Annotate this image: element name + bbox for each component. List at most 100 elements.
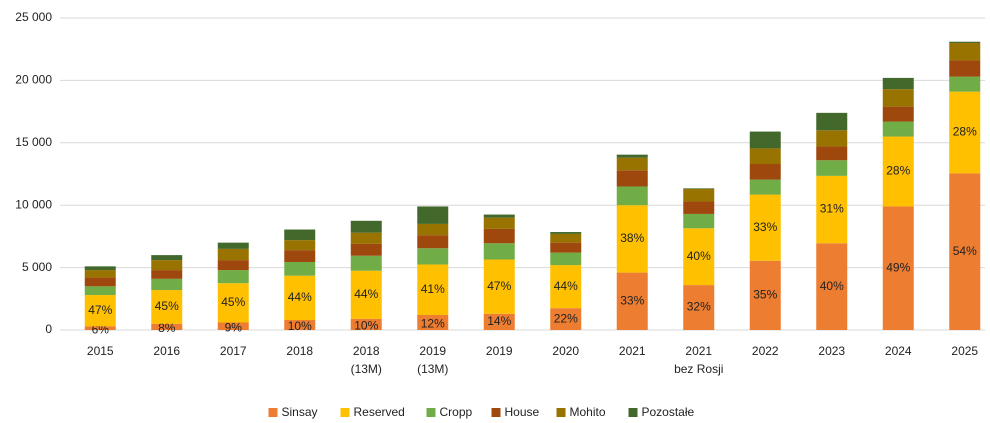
bar-segment — [84, 326, 116, 330]
x-tick-label: 2016 — [153, 344, 180, 358]
legend-swatch — [268, 408, 278, 417]
bar-segment — [284, 250, 316, 262]
y-tick-label: 0 — [45, 322, 52, 336]
x-tick-label: 2021 — [619, 344, 646, 358]
bar-segment — [151, 278, 183, 291]
share-label: 28% — [886, 164, 910, 178]
bar-segment — [816, 146, 848, 161]
bar-segment — [616, 205, 648, 273]
bar-segment — [616, 170, 648, 187]
x-tick-label: 2021 bez Rosji — [674, 344, 723, 376]
share-label: 38% — [620, 231, 644, 245]
bar-segment — [350, 318, 382, 330]
share-label: 14% — [487, 314, 511, 328]
bar-segment — [882, 121, 914, 137]
legend-swatch — [628, 408, 638, 417]
bar-segment — [949, 91, 981, 174]
bar-segment — [84, 286, 116, 296]
bar-segment — [616, 272, 648, 330]
bar-segment — [616, 157, 648, 171]
bar-segment — [84, 295, 116, 327]
bar-segment — [217, 270, 249, 284]
bar-segment — [550, 252, 582, 266]
bar-segment — [483, 259, 515, 314]
bar-segment — [749, 148, 781, 165]
bar-segment — [949, 42, 981, 61]
share-label: 28% — [953, 125, 977, 139]
share-label: 10% — [288, 319, 312, 333]
share-label: 33% — [753, 220, 777, 234]
bar-segment — [882, 206, 914, 330]
share-label: 47% — [487, 279, 511, 293]
legend-swatch — [556, 408, 566, 417]
bar-segment — [84, 277, 116, 287]
bar-segment — [882, 136, 914, 207]
bar-segment — [749, 131, 781, 149]
bar-segment — [816, 175, 848, 244]
bar-segment — [151, 255, 183, 261]
bar-segment — [217, 322, 249, 330]
bar-segment — [284, 229, 316, 241]
legend-label: Sinsay — [282, 405, 318, 419]
x-tick-label: 2015 — [87, 344, 114, 358]
share-label: 54% — [953, 244, 977, 258]
share-label: 32% — [687, 300, 711, 314]
bar-segment — [949, 173, 981, 330]
bar-segment — [550, 265, 582, 309]
share-label: 41% — [421, 282, 445, 296]
bar-segment — [816, 243, 848, 330]
bar-segment — [417, 235, 449, 249]
bar-segment — [483, 214, 515, 218]
bar-segment — [550, 308, 582, 330]
legend-label: Mohito — [570, 405, 606, 419]
bar-segment — [483, 228, 515, 244]
share-label: 10% — [354, 319, 378, 333]
x-tick-label: 2018 (13M) — [351, 344, 382, 376]
x-tick-label: 2025 — [951, 344, 978, 358]
y-tick-label: 20 000 — [15, 73, 52, 87]
bar-segment — [151, 323, 183, 330]
bar-segment — [217, 260, 249, 271]
x-tick-label: 2020 — [552, 344, 579, 358]
bar-segment — [217, 242, 249, 249]
x-tick-label: 2019 (13M) — [417, 344, 448, 376]
bar-segment — [151, 270, 183, 279]
bar-segment — [949, 60, 981, 77]
x-tick-label: 2024 — [885, 344, 912, 358]
bar-segment — [284, 261, 316, 276]
x-tick-label: 2022 — [752, 344, 779, 358]
bar-segment — [816, 130, 848, 147]
bar-segment — [882, 77, 914, 90]
share-label: 40% — [687, 249, 711, 263]
bar-segment — [417, 206, 449, 224]
share-label: 8% — [158, 321, 176, 335]
bar-segment — [217, 248, 249, 261]
bar-segment — [483, 313, 515, 330]
x-tick-label: 2019 — [486, 344, 513, 358]
share-label: 35% — [753, 288, 777, 302]
share-label: 44% — [354, 287, 378, 301]
bar-segment — [816, 112, 848, 131]
bar-segment — [749, 164, 781, 180]
legend-label: Pozostałe — [642, 405, 695, 419]
share-label: 49% — [886, 260, 910, 274]
bar-segment — [217, 283, 249, 323]
bar-segment — [84, 266, 116, 271]
bar-segment — [417, 223, 449, 236]
y-tick-label: 25 000 — [15, 10, 52, 24]
bar-segment — [683, 188, 715, 189]
share-label: 44% — [554, 279, 578, 293]
share-label: 45% — [155, 299, 179, 313]
bar-segment — [483, 243, 515, 260]
bar-segment — [350, 220, 382, 233]
bar-segment — [417, 248, 449, 265]
bar-segment — [84, 270, 116, 278]
bar-segment — [151, 290, 183, 324]
share-label: 45% — [221, 295, 245, 309]
bar-segment — [417, 315, 449, 330]
bar-segment — [550, 233, 582, 243]
bar-segment — [949, 76, 981, 92]
bar-segment — [550, 242, 582, 253]
bar-segment — [616, 154, 648, 158]
